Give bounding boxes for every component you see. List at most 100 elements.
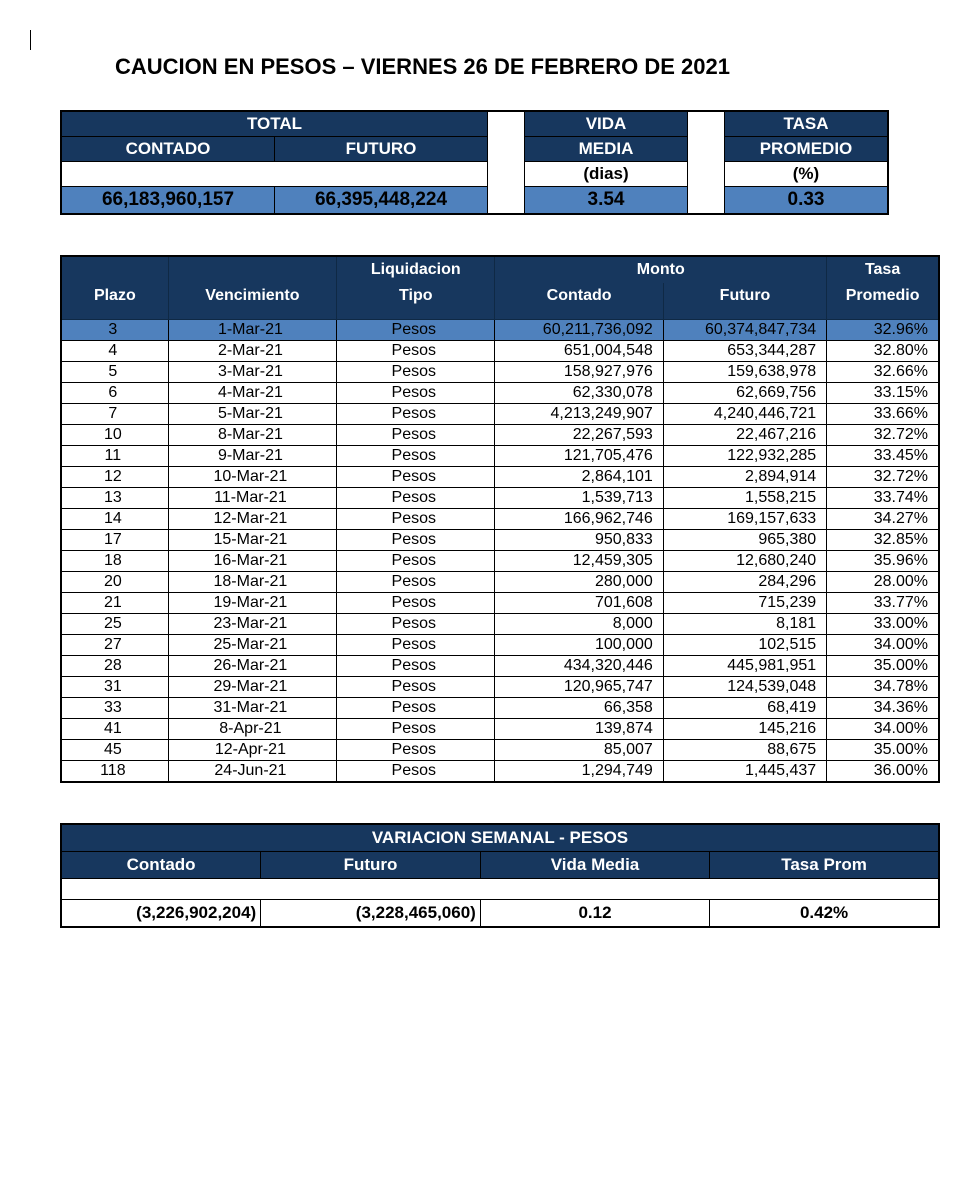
table-row: 31-Mar-21Pesos60,211,736,09260,374,847,7… [61,320,939,341]
cell-tasa: 36.00% [827,761,939,783]
cell-venc: 3-Mar-21 [168,362,336,383]
cell-plazo: 118 [61,761,168,783]
text-cursor [30,30,950,50]
variacion-value-contado: (3,226,902,204) [61,900,261,928]
summary-header-total: TOTAL [61,111,488,137]
cell-tipo: Pesos [337,362,495,383]
table-row: 53-Mar-21Pesos158,927,976159,638,97832.6… [61,362,939,383]
table-row: 75-Mar-21Pesos4,213,249,9074,240,446,721… [61,404,939,425]
cell-contado: 4,213,249,907 [495,404,663,425]
cell-venc: 31-Mar-21 [168,698,336,719]
variacion-header-vida: Vida Media [480,852,709,879]
cell-futuro: 159,638,978 [663,362,826,383]
detail-header-monto: Monto [495,256,827,283]
cell-futuro: 8,181 [663,614,826,635]
cell-plazo: 10 [61,425,168,446]
cell-tipo: Pesos [337,551,495,572]
cell-contado: 62,330,078 [495,383,663,404]
cell-plazo: 27 [61,635,168,656]
cell-futuro: 124,539,048 [663,677,826,698]
cell-futuro: 102,515 [663,635,826,656]
cell-venc: 5-Mar-21 [168,404,336,425]
cell-plazo: 25 [61,614,168,635]
cell-plazo: 12 [61,467,168,488]
cell-plazo: 41 [61,719,168,740]
detail-header-futuro: Futuro [663,283,826,320]
cell-tipo: Pesos [337,635,495,656]
cell-futuro: 2,894,914 [663,467,826,488]
table-row: 2826-Mar-21Pesos434,320,446445,981,95135… [61,656,939,677]
table-row: 11824-Jun-21Pesos1,294,7491,445,43736.00… [61,761,939,783]
cell-tasa: 33.74% [827,488,939,509]
cell-venc: 15-Mar-21 [168,530,336,551]
cell-futuro: 1,558,215 [663,488,826,509]
cell-tasa: 33.77% [827,593,939,614]
detail-header-plazo: Plazo [61,283,168,320]
detail-header-blank2 [168,256,336,283]
cell-plazo: 7 [61,404,168,425]
summary-value-tasa: 0.33 [725,187,889,215]
cell-tipo: Pesos [337,320,495,341]
cell-contado: 280,000 [495,572,663,593]
cell-plazo: 31 [61,677,168,698]
summary-value-futuro: 66,395,448,224 [275,187,488,215]
cell-tasa: 33.45% [827,446,939,467]
cell-tasa: 35.00% [827,656,939,677]
cell-tasa: 33.15% [827,383,939,404]
table-row: 4512-Apr-21Pesos85,00788,67535.00% [61,740,939,761]
cell-tipo: Pesos [337,761,495,783]
cell-futuro: 284,296 [663,572,826,593]
cell-tasa: 32.72% [827,425,939,446]
cell-tipo: Pesos [337,530,495,551]
cell-tasa: 32.85% [827,530,939,551]
cell-contado: 166,962,746 [495,509,663,530]
cell-contado: 158,927,976 [495,362,663,383]
cell-futuro: 445,981,951 [663,656,826,677]
cell-tipo: Pesos [337,341,495,362]
cell-plazo: 4 [61,341,168,362]
table-row: 3331-Mar-21Pesos66,35868,41934.36% [61,698,939,719]
cell-tipo: Pesos [337,467,495,488]
variacion-value-futuro: (3,228,465,060) [261,900,481,928]
cell-futuro: 145,216 [663,719,826,740]
summary-value-contado: 66,183,960,157 [61,187,275,215]
cell-venc: 10-Mar-21 [168,467,336,488]
summary-header-media: MEDIA [525,137,688,162]
summary-header-tasa: TASA [725,111,889,137]
cell-futuro: 169,157,633 [663,509,826,530]
cell-contado: 701,608 [495,593,663,614]
variacion-value-tasa: 0.42% [710,900,939,928]
cell-contado: 60,211,736,092 [495,320,663,341]
cell-tipo: Pesos [337,404,495,425]
cell-futuro: 965,380 [663,530,826,551]
variacion-value-vida: 0.12 [480,900,709,928]
cell-tipo: Pesos [337,614,495,635]
cell-venc: 26-Mar-21 [168,656,336,677]
cell-futuro: 22,467,216 [663,425,826,446]
detail-header-liq: Liquidacion [337,256,495,283]
cell-contado: 12,459,305 [495,551,663,572]
variacion-section: VARIACION SEMANAL - PESOS Contado Futuro… [60,823,950,928]
table-row: 1715-Mar-21Pesos950,833965,38032.85% [61,530,939,551]
cell-venc: 29-Mar-21 [168,677,336,698]
cell-contado: 651,004,548 [495,341,663,362]
detail-header-venc: Vencimiento [168,283,336,320]
cell-tasa: 34.00% [827,635,939,656]
cell-venc: 11-Mar-21 [168,488,336,509]
cell-futuro: 715,239 [663,593,826,614]
cell-tipo: Pesos [337,488,495,509]
cell-plazo: 21 [61,593,168,614]
summary-header-contado: CONTADO [61,137,275,162]
variacion-header-contado: Contado [61,852,261,879]
cell-contado: 22,267,593 [495,425,663,446]
cell-contado: 100,000 [495,635,663,656]
cell-tasa: 34.00% [827,719,939,740]
cell-plazo: 28 [61,656,168,677]
summary-sub-blank [61,162,488,187]
cell-tasa: 32.66% [827,362,939,383]
detail-section: Liquidacion Monto Tasa Plazo Vencimiento… [60,255,950,783]
cell-tipo: Pesos [337,698,495,719]
cell-tipo: Pesos [337,740,495,761]
cell-tipo: Pesos [337,656,495,677]
cell-plazo: 3 [61,320,168,341]
